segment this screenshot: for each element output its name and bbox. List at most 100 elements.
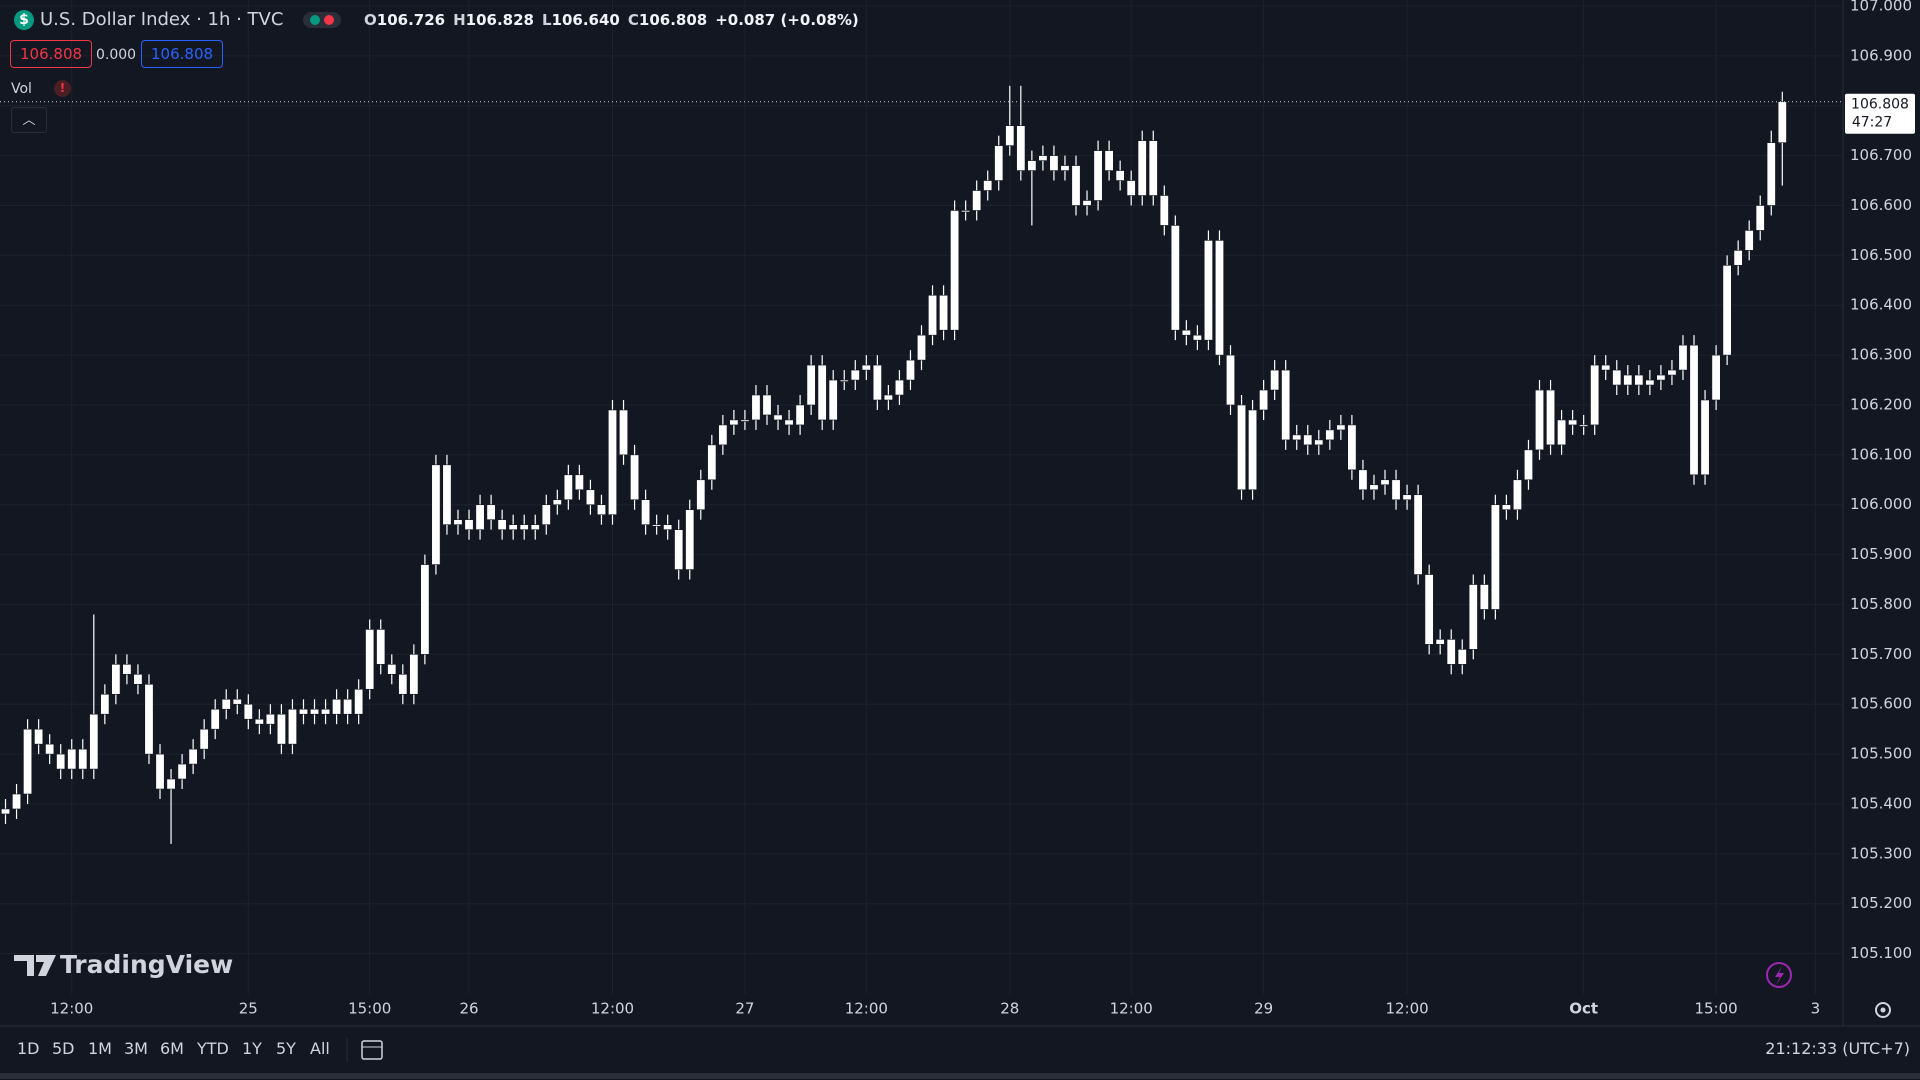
candle-body	[1546, 389, 1556, 446]
candle-body	[861, 364, 871, 371]
y-tick-label: 107.000	[1850, 0, 1912, 14]
candle-body	[100, 693, 110, 715]
settings-icon[interactable]	[1875, 1002, 1891, 1018]
candle-body	[122, 664, 132, 675]
candle-body	[464, 519, 474, 530]
lightning-icon[interactable]	[1766, 962, 1792, 988]
candle-body	[486, 504, 496, 520]
symbol-icon: $	[14, 9, 34, 30]
candle-body	[1700, 399, 1710, 476]
price-tag-price: 106.808	[1851, 97, 1909, 113]
range-button[interactable]: YTD	[197, 1039, 229, 1058]
candle-body	[1689, 344, 1699, 476]
candle-body	[994, 145, 1004, 181]
candle-body	[45, 743, 55, 755]
range-button[interactable]: 1M	[88, 1039, 112, 1058]
candle-body	[696, 479, 706, 511]
buy-button[interactable]: 106.808	[141, 40, 224, 68]
candle-body	[1402, 494, 1412, 501]
collapse-button[interactable]: ︿	[11, 107, 47, 133]
y-tick-label: 106.300	[1850, 346, 1912, 364]
x-tick-label: Oct	[1569, 1000, 1598, 1018]
candle-body	[883, 394, 893, 401]
range-button[interactable]: 1Y	[242, 1039, 262, 1058]
y-tick-label: 105.200	[1850, 894, 1912, 912]
candle-body	[1634, 374, 1644, 386]
candle-body	[1490, 504, 1500, 610]
candle-body	[144, 683, 154, 755]
candle-body	[828, 379, 838, 421]
candle-body	[111, 664, 121, 695]
x-tick-label: 12:00	[591, 1000, 634, 1018]
symbol-header[interactable]: $ U.S. Dollar Index · 1h · TVC	[14, 9, 342, 30]
candle-body	[641, 499, 651, 525]
candle-body	[1656, 374, 1666, 381]
y-tick-label: 106.500	[1850, 246, 1912, 264]
candle-body	[133, 674, 143, 685]
candle-body	[442, 464, 452, 525]
candle-body	[1369, 484, 1379, 491]
sell-button[interactable]: 106.808	[10, 40, 93, 68]
candle-body	[1336, 424, 1346, 431]
date-range-icon[interactable]	[361, 1040, 383, 1060]
price-tag-box	[1845, 93, 1915, 134]
candle-body	[530, 524, 540, 530]
candle-body	[1755, 205, 1765, 231]
candle-body	[1314, 439, 1324, 446]
candle-body	[1347, 424, 1357, 471]
candle-body	[1038, 155, 1048, 161]
candle-body	[34, 728, 44, 745]
range-button[interactable]: All	[310, 1039, 330, 1058]
candle-body	[806, 364, 816, 406]
candle-body	[177, 763, 187, 780]
candle-body	[1203, 240, 1213, 341]
range-button[interactable]: 5Y	[276, 1039, 296, 1058]
candle-body	[740, 419, 750, 422]
volume-label[interactable]: Vol	[11, 81, 32, 97]
candle-body	[1016, 125, 1026, 171]
candle-body	[376, 629, 386, 665]
range-button[interactable]: 3M	[124, 1039, 148, 1058]
candle-body	[630, 454, 640, 501]
candle-body	[78, 748, 88, 770]
candle-body	[221, 698, 231, 710]
candle-body	[1303, 434, 1313, 446]
y-tick-label: 106.400	[1850, 296, 1912, 314]
range-button[interactable]: 6M	[160, 1039, 184, 1058]
candle-body	[1214, 240, 1224, 356]
ohlc-value: 106.726	[376, 11, 446, 29]
candle-body	[1568, 419, 1578, 426]
candle-body	[541, 504, 551, 525]
candle-body	[1766, 142, 1776, 206]
x-tick-label: 12:00	[845, 1000, 888, 1018]
y-tick-label: 105.800	[1850, 595, 1912, 613]
candle-body	[1579, 424, 1589, 427]
candle-body	[707, 444, 717, 481]
candle-body	[56, 753, 66, 770]
clock[interactable]: 21:12:33 (UTC+7)	[1765, 1039, 1910, 1058]
candle-body	[652, 524, 662, 527]
candle-body	[1413, 494, 1423, 575]
x-tick-label: 25	[239, 1000, 258, 1018]
candle-body	[1148, 140, 1158, 196]
candle-body	[585, 489, 595, 506]
candle-body	[718, 424, 728, 446]
y-tick-label: 106.700	[1850, 146, 1912, 164]
candle-body	[894, 379, 904, 396]
candle-body	[1711, 354, 1721, 401]
change-value: +0.087 (+0.08%)	[715, 11, 859, 29]
status-indicator[interactable]	[303, 11, 342, 28]
candle-body	[1590, 364, 1600, 426]
candle-body	[972, 190, 982, 211]
range-button[interactable]: 5D	[52, 1039, 75, 1058]
candle-body	[1115, 170, 1125, 181]
candle-body	[1733, 250, 1743, 266]
candle-body	[1435, 639, 1445, 645]
range-button[interactable]: 1D	[17, 1039, 40, 1058]
candle-body	[574, 474, 584, 491]
candle-body	[817, 364, 827, 421]
candle-body	[23, 728, 33, 795]
candle-body	[1259, 389, 1269, 411]
volume-warning-icon[interactable]: !	[54, 80, 71, 97]
candle-body	[420, 564, 430, 655]
